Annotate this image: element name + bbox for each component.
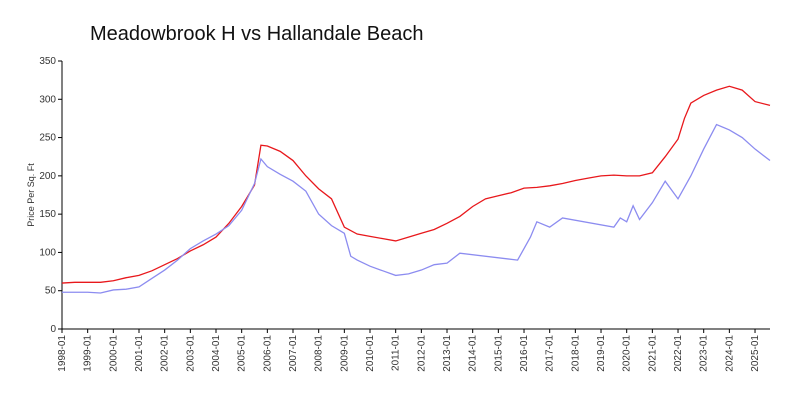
x-tick-label: 2018-01 xyxy=(570,335,581,372)
x-tick-label: 2015-01 xyxy=(493,335,504,372)
x-tick-label: 2012-01 xyxy=(416,335,427,372)
x-tick-label: 2001-01 xyxy=(134,335,145,372)
x-tick-label: 2020-01 xyxy=(622,335,633,372)
x-tick-label: 2025-01 xyxy=(750,335,761,372)
y-tick-label: 200 xyxy=(39,171,56,182)
x-tick-label: 2008-01 xyxy=(314,335,325,372)
y-tick-label: 0 xyxy=(50,324,56,335)
y-tick-label: 350 xyxy=(39,56,56,67)
chart-title: Meadowbrook H vs Hallandale Beach xyxy=(90,23,424,45)
x-tick-label: 2007-01 xyxy=(288,335,299,372)
x-tick-label: 2006-01 xyxy=(262,335,273,372)
x-tick-label: 2002-01 xyxy=(160,335,171,372)
y-tick-label: 250 xyxy=(39,133,56,144)
x-tick-label: 2013-01 xyxy=(442,335,453,372)
x-tick-label: 2024-01 xyxy=(724,335,735,372)
x-tick-label: 1999-01 xyxy=(83,335,94,372)
x-tick-label: 2011-01 xyxy=(391,335,402,371)
x-tick-label: 2004-01 xyxy=(211,335,222,372)
x-tick-label: 2009-01 xyxy=(339,335,350,372)
x-tick-label: 2021-01 xyxy=(647,335,658,372)
y-tick-label: 150 xyxy=(39,209,56,220)
x-tick-label: 1998-01 xyxy=(57,335,68,372)
y-tick-label: 300 xyxy=(39,94,56,105)
x-tick-label: 2016-01 xyxy=(519,335,530,372)
y-tick-label: 100 xyxy=(39,247,56,258)
x-tick-label: 2014-01 xyxy=(468,335,479,372)
x-tick-label: 2000-01 xyxy=(108,335,119,372)
x-tick-label: 2005-01 xyxy=(237,335,248,372)
line-series xyxy=(62,123,771,294)
x-tick-label: 2022-01 xyxy=(673,335,684,372)
y-tick-label: 50 xyxy=(45,286,57,297)
y-axis-label: Price Per Sq. Ft xyxy=(26,163,36,227)
x-tick-label: 2017-01 xyxy=(545,335,556,372)
x-tick-label: 2019-01 xyxy=(596,335,607,372)
x-tick-label: 2003-01 xyxy=(185,335,196,372)
x-tick-label: 2010-01 xyxy=(365,335,376,372)
x-tick-label: 2023-01 xyxy=(699,335,710,372)
